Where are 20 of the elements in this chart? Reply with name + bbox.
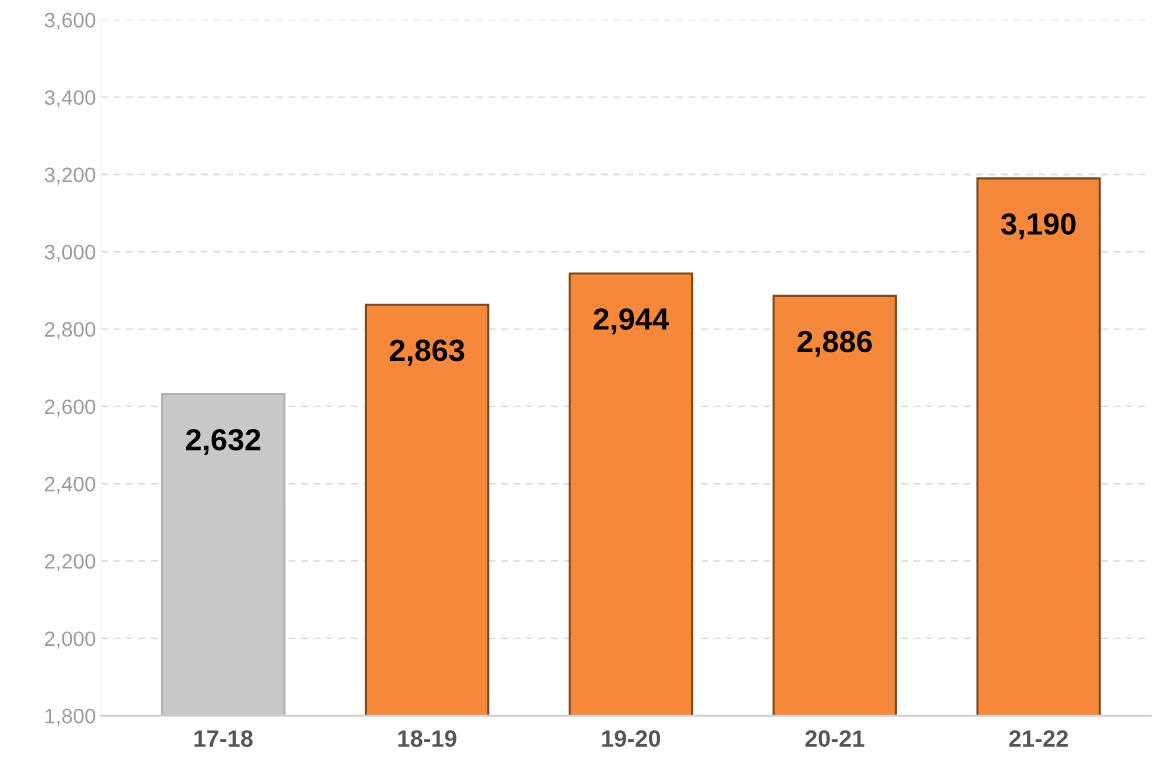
x-tick-label: 20-21: [805, 730, 865, 747]
data-label: 2,886: [797, 330, 872, 357]
x-tick-label: 19-20: [602, 730, 661, 747]
y-tick-label: 3,600: [44, 12, 96, 31]
y-tick-label: 2,200: [44, 554, 96, 572]
data-label: 3,190: [1001, 213, 1076, 240]
y-tick-label: 2,000: [44, 631, 96, 649]
y-tick-label: 3,000: [44, 244, 96, 262]
data-label: 2,944: [593, 308, 669, 335]
x-tick-label: 18-19: [398, 730, 457, 747]
y-tick-label: 1,800: [45, 708, 96, 726]
x-tick-label: 21-22: [1009, 730, 1068, 747]
y-tick-label: 2,600: [44, 399, 96, 417]
y-tick-label: 3,200: [44, 167, 96, 185]
y-tick-label: 2,400: [44, 476, 96, 494]
x-tick-label: 17-18: [194, 730, 253, 747]
y-tick-label: 2,800: [44, 322, 96, 340]
data-label: 2,632: [186, 428, 261, 455]
data-label: 2,863: [389, 339, 465, 366]
y-tick-label: 3,400: [44, 90, 96, 108]
